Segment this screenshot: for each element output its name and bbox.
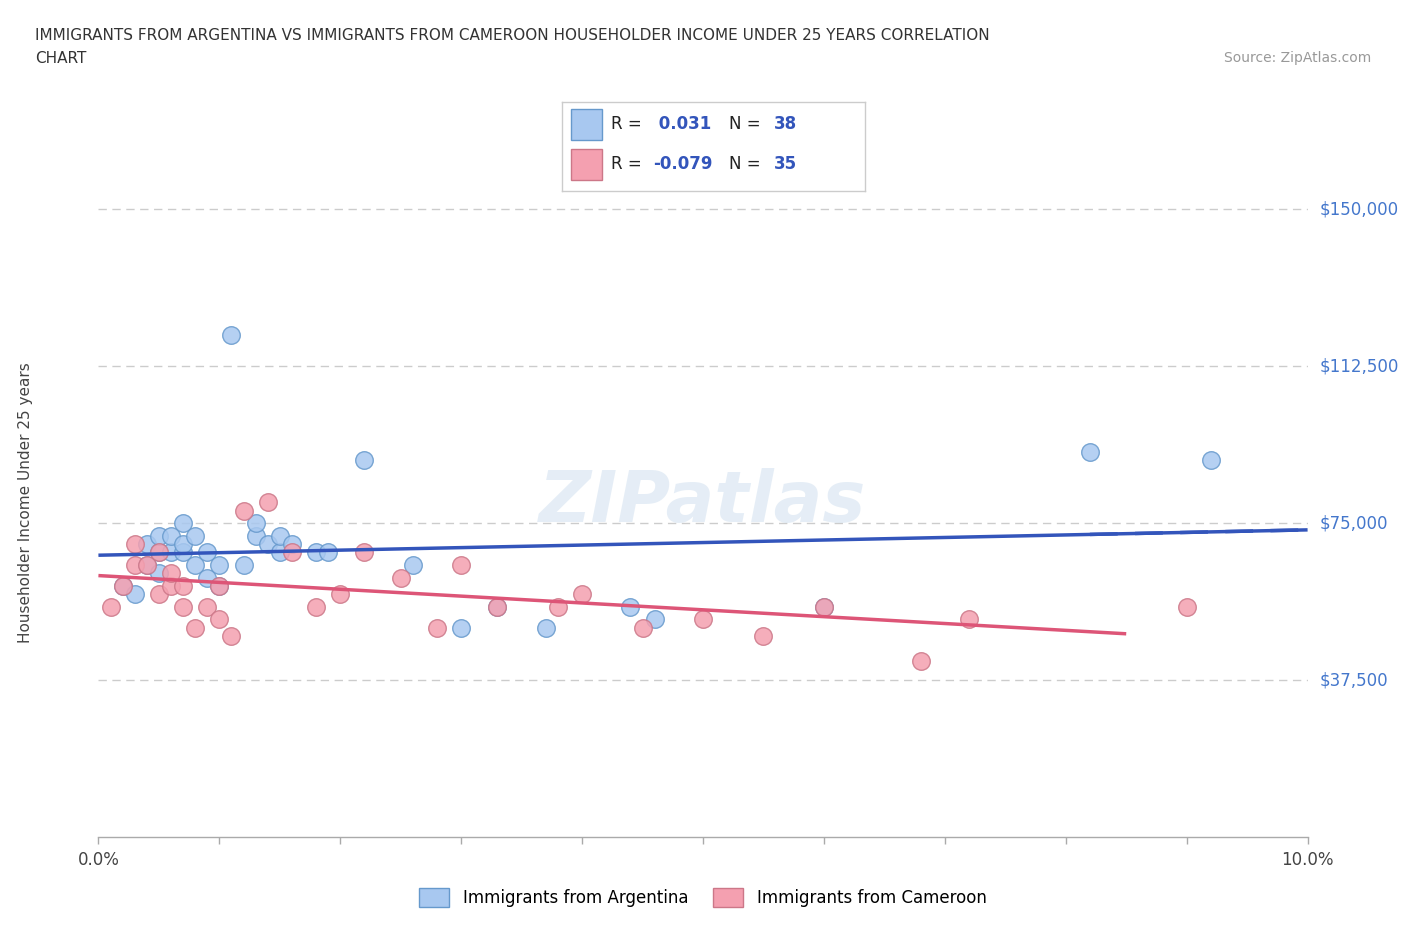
Point [135, 558, 157, 573]
Point [305, 545, 328, 560]
Text: Householder Income Under 25 years: Householder Income Under 25 years [18, 362, 34, 643]
Point [232, 558, 254, 573]
Text: Source: ZipAtlas.com: Source: ZipAtlas.com [1223, 51, 1371, 65]
Point [534, 620, 557, 635]
Point [148, 565, 170, 580]
Point [100, 600, 122, 615]
Text: $150,000: $150,000 [1320, 200, 1399, 219]
Point [184, 558, 207, 573]
Point [256, 537, 278, 551]
Point [619, 600, 641, 615]
Point [353, 545, 375, 560]
Point [910, 654, 932, 669]
Point [256, 495, 278, 510]
Point [172, 516, 194, 531]
Point [111, 578, 134, 593]
Point [547, 600, 569, 615]
Point [305, 600, 328, 615]
Point [221, 327, 243, 342]
Point [160, 578, 183, 593]
Text: 38: 38 [773, 115, 797, 133]
Point [195, 570, 218, 585]
Point [160, 545, 183, 560]
Point [571, 587, 593, 602]
Point [269, 545, 291, 560]
Point [486, 600, 509, 615]
Text: 35: 35 [773, 155, 797, 173]
Text: $75,000: $75,000 [1320, 514, 1388, 532]
Point [184, 620, 207, 635]
Point [124, 537, 146, 551]
Point [135, 558, 157, 573]
Point [245, 516, 267, 531]
Point [353, 453, 375, 468]
Point [1175, 600, 1198, 615]
Text: CHART: CHART [35, 51, 87, 66]
Point [160, 565, 183, 580]
Point [269, 528, 291, 543]
Point [172, 545, 194, 560]
Point [124, 587, 146, 602]
Point [124, 558, 146, 573]
Text: R =: R = [610, 115, 647, 133]
Point [426, 620, 449, 635]
Point [245, 528, 267, 543]
Point [281, 545, 304, 560]
Legend: Immigrants from Argentina, Immigrants from Cameroon: Immigrants from Argentina, Immigrants fr… [411, 880, 995, 916]
Point [329, 587, 352, 602]
Point [631, 620, 654, 635]
Point [135, 537, 157, 551]
Point [957, 612, 980, 627]
Point [148, 528, 170, 543]
Point [148, 587, 170, 602]
Point [644, 612, 666, 627]
Point [402, 558, 425, 573]
Text: R =: R = [610, 155, 647, 173]
Point [1199, 453, 1222, 468]
Point [208, 578, 231, 593]
Point [692, 612, 714, 627]
Text: N =: N = [728, 155, 765, 173]
Point [208, 578, 231, 593]
Point [232, 503, 254, 518]
Bar [571, 110, 602, 140]
Point [1078, 445, 1101, 459]
Point [221, 629, 243, 644]
Point [160, 528, 183, 543]
Point [316, 545, 339, 560]
Point [172, 537, 194, 551]
Point [389, 570, 412, 585]
Point [752, 629, 775, 644]
Point [184, 528, 207, 543]
Point [486, 600, 509, 615]
Point [813, 600, 835, 615]
Bar [571, 149, 602, 180]
Text: N =: N = [728, 115, 765, 133]
Point [281, 537, 304, 551]
Point [813, 600, 835, 615]
Text: ZIPatlas: ZIPatlas [540, 468, 866, 537]
Point [208, 612, 231, 627]
Point [450, 558, 472, 573]
Point [195, 600, 218, 615]
Point [195, 545, 218, 560]
Point [111, 578, 134, 593]
Text: -0.079: -0.079 [652, 155, 713, 173]
Point [148, 545, 170, 560]
Point [148, 545, 170, 560]
Text: $112,500: $112,500 [1320, 357, 1399, 375]
Point [450, 620, 472, 635]
Point [172, 600, 194, 615]
Point [172, 578, 194, 593]
Point [208, 558, 231, 573]
Text: 0.031: 0.031 [652, 115, 711, 133]
Text: IMMIGRANTS FROM ARGENTINA VS IMMIGRANTS FROM CAMEROON HOUSEHOLDER INCOME UNDER 2: IMMIGRANTS FROM ARGENTINA VS IMMIGRANTS … [35, 28, 990, 43]
Text: $37,500: $37,500 [1320, 671, 1388, 689]
